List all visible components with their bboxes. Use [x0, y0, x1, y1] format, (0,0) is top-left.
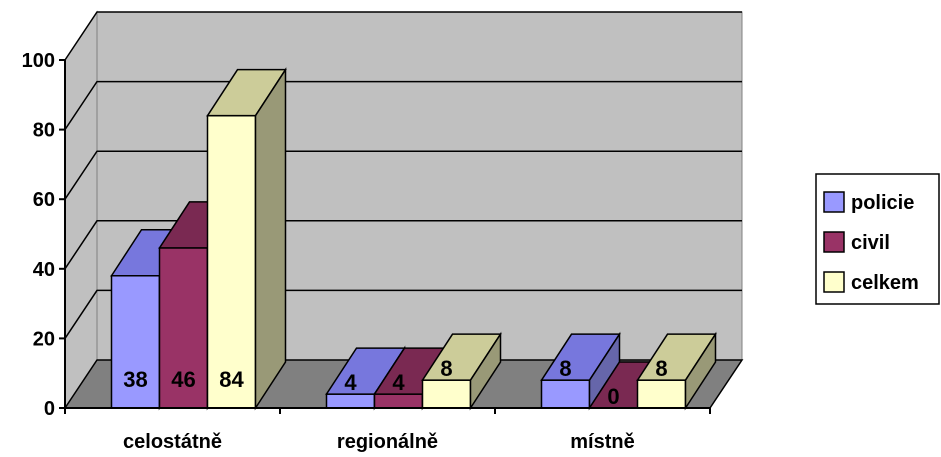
legend: policie civil celkem — [815, 173, 940, 305]
y-tick-label: 100 — [22, 50, 55, 72]
legend-label: policie — [851, 192, 914, 214]
y-axis: 0 20 40 60 80 100 — [22, 50, 66, 420]
data-label: 46 — [171, 367, 195, 392]
y-tick-label: 60 — [33, 189, 55, 211]
bar-front — [373, 393, 424, 409]
data-label: 38 — [123, 367, 147, 392]
bar-side — [254, 67, 287, 411]
data-label: 8 — [440, 356, 452, 381]
data-label: 8 — [655, 356, 667, 381]
gridline — [64, 11, 742, 61]
bar-side — [684, 331, 717, 411]
bar-side — [469, 331, 502, 411]
legend-label: civil — [851, 232, 890, 254]
x-axis: celostátně regionálně místně — [64, 407, 711, 453]
bar-front — [110, 275, 161, 409]
gridline — [64, 220, 742, 270]
bar — [636, 331, 717, 411]
legend-swatch — [823, 271, 845, 293]
data-label: 84 — [219, 367, 244, 392]
data-label: 4 — [344, 370, 357, 395]
bars: 38 46 84 4 4 8 8 0 8 — [110, 67, 717, 411]
side-wall — [64, 10, 98, 410]
bar-front — [206, 114, 257, 409]
category-label: celostátně — [123, 431, 222, 453]
gridline — [64, 150, 742, 200]
data-label: 8 — [559, 356, 571, 381]
data-label: 0 — [607, 384, 619, 409]
legend-swatch — [823, 191, 845, 213]
gridlines — [64, 11, 742, 339]
bar — [540, 331, 621, 411]
bar-front — [636, 379, 687, 409]
legend-swatch — [823, 231, 845, 253]
bar — [206, 67, 287, 411]
category-label: místně — [570, 431, 634, 453]
bar — [421, 331, 502, 411]
y-tick-label: 0 — [44, 398, 55, 420]
y-tick-label: 40 — [33, 259, 55, 281]
y-tick-label: 20 — [33, 328, 55, 350]
data-label: 4 — [392, 370, 405, 395]
category-label: regionálně — [337, 431, 438, 453]
y-tick-label: 80 — [33, 120, 55, 142]
gridline — [64, 80, 742, 131]
gridline — [64, 289, 742, 339]
legend-label: celkem — [851, 272, 919, 294]
bar-front — [540, 379, 591, 409]
bar-front — [421, 379, 472, 409]
bar-front — [325, 393, 376, 409]
